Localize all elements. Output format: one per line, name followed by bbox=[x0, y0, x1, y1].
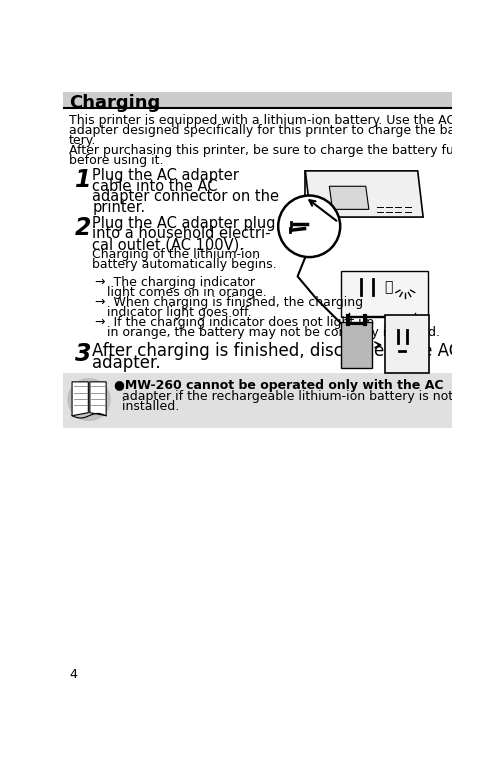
Text: installed.: installed. bbox=[114, 401, 179, 414]
Text: cable into the AC: cable into the AC bbox=[92, 179, 217, 194]
Polygon shape bbox=[305, 171, 422, 217]
Text: →  If the charging indicator does not light up: → If the charging indicator does not lig… bbox=[95, 316, 374, 329]
FancyBboxPatch shape bbox=[63, 372, 451, 428]
Text: 4: 4 bbox=[69, 668, 77, 681]
Text: This printer is equipped with a lithium-ion battery. Use the AC: This printer is equipped with a lithium-… bbox=[69, 114, 454, 127]
Text: 3: 3 bbox=[75, 342, 92, 365]
Polygon shape bbox=[72, 382, 88, 416]
Text: cal outlet (AC 100V).: cal outlet (AC 100V). bbox=[92, 237, 243, 252]
Text: printer.: printer. bbox=[92, 200, 145, 215]
Polygon shape bbox=[90, 382, 106, 416]
Text: adapter designed specifically for this printer to charge the bat-: adapter designed specifically for this p… bbox=[69, 124, 463, 137]
Text: before using it.: before using it. bbox=[69, 154, 163, 167]
Text: adapter.: adapter. bbox=[92, 354, 160, 372]
Text: in orange, the battery may not be correctly installed.: in orange, the battery may not be correc… bbox=[95, 326, 439, 339]
Text: 1: 1 bbox=[75, 168, 92, 192]
Text: ●MW-260 cannot be operated only with the AC: ●MW-260 cannot be operated only with the… bbox=[114, 378, 442, 391]
Text: 2: 2 bbox=[75, 215, 92, 240]
Text: adapter connector on the: adapter connector on the bbox=[92, 189, 279, 204]
Text: After charging is finished, disconnect the AC: After charging is finished, disconnect t… bbox=[92, 342, 459, 360]
FancyBboxPatch shape bbox=[340, 271, 427, 317]
Text: →  The charging indicator: → The charging indicator bbox=[95, 275, 255, 288]
Text: Plug the AC adapter: Plug the AC adapter bbox=[92, 168, 238, 183]
Text: battery automatically begins.: battery automatically begins. bbox=[92, 258, 276, 271]
Text: Charging: Charging bbox=[69, 94, 160, 112]
Text: tery.: tery. bbox=[69, 134, 96, 147]
Text: adapter if the rechargeable lithium-ion battery is not: adapter if the rechargeable lithium-ion … bbox=[114, 390, 452, 403]
FancyBboxPatch shape bbox=[340, 322, 371, 368]
Text: ⏻: ⏻ bbox=[383, 280, 392, 295]
FancyBboxPatch shape bbox=[63, 92, 451, 108]
Text: light comes on in orange.: light comes on in orange. bbox=[95, 285, 267, 298]
FancyBboxPatch shape bbox=[384, 315, 428, 373]
Text: Charging of the lithium-ion: Charging of the lithium-ion bbox=[92, 248, 260, 261]
Text: After purchasing this printer, be sure to charge the battery fully: After purchasing this printer, be sure t… bbox=[69, 144, 467, 157]
Polygon shape bbox=[329, 186, 368, 209]
Text: Plug the AC adapter plug: Plug the AC adapter plug bbox=[92, 215, 275, 230]
Text: indicator light goes off.: indicator light goes off. bbox=[95, 306, 252, 319]
Text: →  When charging is finished, the charging: → When charging is finished, the chargin… bbox=[95, 295, 363, 308]
Text: into a household electri-: into a household electri- bbox=[92, 227, 270, 241]
Circle shape bbox=[278, 195, 340, 257]
Circle shape bbox=[67, 378, 111, 421]
